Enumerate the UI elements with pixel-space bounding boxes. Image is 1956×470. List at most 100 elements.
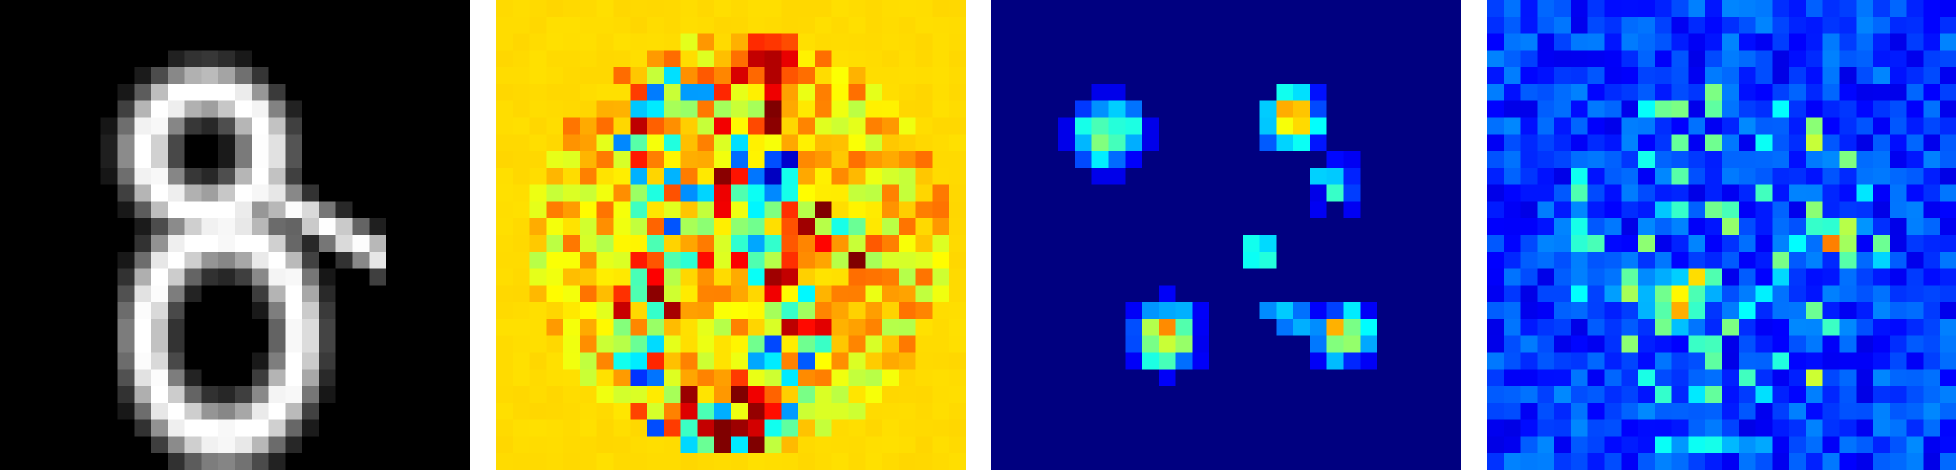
pixel-cell [563, 251, 581, 269]
pixel-cell [680, 369, 698, 387]
pixel-cell [1058, 419, 1076, 437]
pixel-cell [613, 251, 631, 269]
pixel-cell [831, 453, 849, 470]
pixel-cell [285, 318, 303, 337]
pixel-cell [1175, 33, 1193, 51]
pixel-cell [268, 201, 286, 219]
pixel-cell [335, 453, 353, 470]
pixel-cell [0, 134, 18, 152]
pixel-cell [596, 151, 614, 169]
pixel-cell [1822, 117, 1840, 135]
pixel-cell [630, 402, 648, 420]
pixel-cell [1671, 285, 1689, 303]
pixel-cell [1226, 268, 1244, 286]
pixel-cell [1722, 50, 1740, 68]
pixel-cell [1537, 100, 1555, 118]
pixel-cell [201, 335, 219, 353]
pixel-cell [1487, 318, 1505, 337]
pixel-cell [781, 402, 799, 420]
pixel-cell [1822, 151, 1840, 169]
pixel-cell [898, 369, 916, 387]
pixel-cell [1906, 67, 1924, 85]
pixel-cell [302, 436, 320, 454]
pixel-cell [714, 369, 732, 387]
pixel-cell [386, 251, 404, 269]
pixel-cell [1226, 302, 1244, 320]
pixel-cell [1058, 117, 1076, 135]
pixel-cell [991, 352, 1009, 370]
pixel-cell [579, 67, 598, 85]
pixel-cell [167, 167, 185, 185]
pixel-cell [1427, 201, 1445, 219]
pixel-cell [1638, 386, 1656, 404]
pixel-cell [680, 50, 698, 68]
pixel-cell [865, 201, 883, 219]
pixel-cell [1873, 134, 1891, 152]
pixel-cell [949, 268, 966, 286]
pixel-cell [1158, 352, 1176, 370]
pixel-cell [419, 33, 437, 51]
pixel-cell [579, 285, 598, 303]
pixel-cell [1209, 201, 1227, 219]
pixel-cell [1889, 402, 1907, 420]
pixel-cell [1326, 369, 1344, 387]
pixel-cell [1570, 201, 1589, 219]
pixel-cell [268, 453, 286, 470]
pixel-cell [1041, 151, 1059, 169]
pixel-cell [100, 402, 118, 420]
pixel-cell [1873, 369, 1891, 387]
pixel-cell [714, 218, 732, 236]
pixel-cell [865, 285, 883, 303]
pixel-cell [579, 386, 598, 404]
pixel-cell [630, 134, 648, 152]
pixel-cell [898, 67, 916, 85]
pixel-cell [218, 318, 236, 337]
pixel-cell [546, 0, 564, 18]
pixel-cell [613, 318, 631, 337]
pixel-cell [496, 134, 514, 152]
pixel-cell [1360, 134, 1378, 152]
pixel-cell [596, 235, 614, 253]
pixel-cell [1209, 151, 1227, 169]
pixel-cell [1873, 151, 1891, 169]
pixel-cell [1705, 0, 1723, 18]
pixel-cell [402, 335, 420, 353]
pixel-cell [419, 369, 437, 387]
pixel-cell [1487, 235, 1505, 253]
pixel-cell [1007, 134, 1025, 152]
pixel-cell [100, 16, 118, 34]
pixel-cell [151, 134, 169, 152]
pixel-cell [882, 318, 900, 337]
pixel-cell [731, 251, 749, 269]
pixel-cell [1537, 33, 1555, 51]
pixel-cell [579, 268, 598, 286]
pixel-cell [1343, 0, 1361, 18]
pixel-cell [167, 33, 185, 51]
pixel-cell [1805, 67, 1824, 85]
pixel-cell [1856, 369, 1874, 387]
pixel-cell [932, 335, 950, 353]
pixel-cell [991, 0, 1009, 18]
pixel-cell [1906, 117, 1924, 135]
pixel-cell [781, 117, 799, 135]
pixel-cell [932, 100, 950, 118]
pixel-cell [1654, 16, 1672, 34]
pixel-cell [496, 33, 514, 51]
pixel-cell [1074, 67, 1093, 85]
pixel-cell [496, 235, 514, 253]
pixel-cell [1587, 16, 1605, 34]
pixel-cell [546, 335, 564, 353]
pixel-cell [496, 453, 514, 470]
pixel-cell [1058, 352, 1076, 370]
pixel-cell [1889, 352, 1907, 370]
pixel-cell [318, 184, 337, 202]
pixel-cell [764, 302, 782, 320]
pixel-cell [630, 302, 648, 320]
pixel-cell [1688, 419, 1706, 437]
pixel-cell [134, 16, 152, 34]
pixel-cell [67, 117, 85, 135]
pixel-cell [1309, 151, 1328, 169]
pixel-cell [1839, 16, 1857, 34]
pixel-cell [1444, 83, 1461, 102]
pixel-cell [1125, 318, 1143, 337]
